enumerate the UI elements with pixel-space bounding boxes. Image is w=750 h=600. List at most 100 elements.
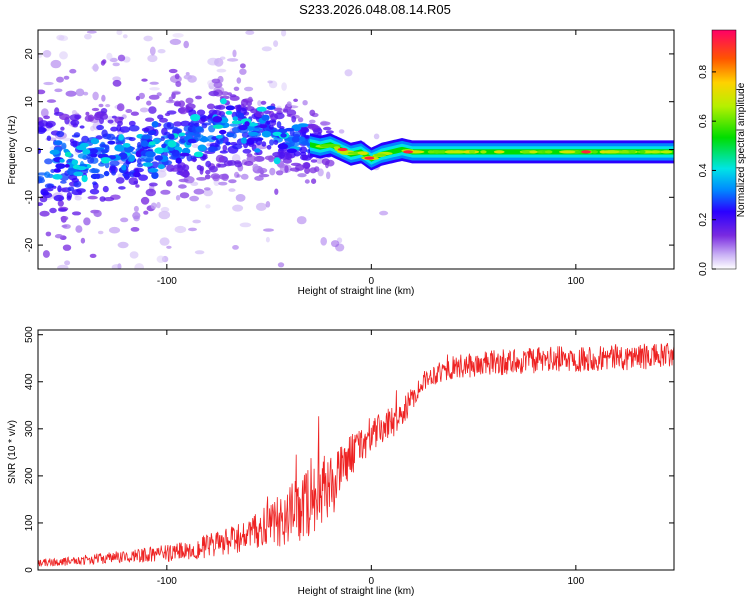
noise-blob [232, 49, 237, 58]
spectral-blob [87, 195, 98, 200]
y-tick-label: -20 [24, 237, 35, 252]
noise-blob [216, 68, 227, 73]
noise-blob [57, 264, 69, 269]
spectral-blob [43, 81, 54, 86]
spectral-blob [235, 194, 246, 202]
band-highlight [628, 150, 636, 154]
spectral-blob [170, 167, 182, 172]
colorbar-tick-label: 0.2 [698, 212, 709, 226]
spectral-blob [38, 202, 43, 206]
spectral-blob [206, 103, 215, 110]
spectral-blob [301, 154, 307, 161]
spectral-peak [81, 175, 88, 183]
noise-blob [111, 264, 122, 269]
spectral-peak [225, 141, 231, 146]
spectral-blob [266, 144, 272, 150]
y-tick-label: 0 [24, 567, 35, 573]
noise-blob [192, 219, 201, 224]
spectral-blob [216, 104, 226, 110]
colorbar-tick-label: 0.4 [698, 163, 709, 177]
spectral-peak [82, 148, 91, 155]
spectral-blob [93, 113, 102, 121]
band-highlight [660, 150, 673, 154]
spectral-peak [200, 136, 208, 143]
spectral-blob [38, 178, 45, 184]
spectral-blob [44, 171, 51, 178]
spectral-blob [215, 139, 220, 148]
spectral-blob [293, 98, 298, 103]
colorbar-tick-label: 0.0 [698, 262, 709, 276]
spectral-blob [302, 100, 308, 106]
band-highlight [450, 150, 467, 154]
figure-title: S233.2026.048.08.14.R05 [299, 2, 451, 17]
noise-blob [205, 204, 211, 209]
spectral-peak [226, 132, 235, 138]
noise-blob [157, 49, 166, 54]
spectral-peak [225, 110, 233, 115]
x-tick-label: 0 [369, 276, 375, 287]
spectral-blob [103, 197, 115, 202]
noise-blob [105, 104, 111, 108]
spectral-blob [189, 195, 200, 202]
spectral-blob [133, 167, 144, 173]
noise-blob [203, 188, 214, 197]
spectral-blob [236, 77, 242, 84]
spectral-blob [43, 115, 50, 120]
spectral-peak [266, 105, 276, 110]
spectral-blob [89, 253, 97, 258]
spectral-blob [304, 166, 311, 175]
spectral-blob [69, 68, 77, 74]
spectral-peak [259, 124, 268, 129]
spectral-blob [133, 205, 139, 213]
spectral-blob [237, 104, 242, 112]
spectral-blob [130, 227, 140, 232]
spectral-peak [90, 173, 99, 180]
spectral-blob [83, 91, 89, 96]
spectral-blob [168, 68, 178, 74]
noise-blob [169, 38, 182, 46]
spectral-peak [151, 121, 159, 128]
spectral-blob [218, 173, 229, 180]
spectral-blob [138, 174, 149, 181]
spectral-blob [195, 95, 202, 100]
spectral-blob [54, 234, 63, 239]
spectral-peak [129, 154, 136, 162]
spectral-blob [46, 99, 57, 103]
band-highlight [373, 153, 387, 157]
spectral-blob [182, 164, 190, 172]
spectral-blob [299, 126, 309, 133]
spectral-blob [208, 90, 219, 97]
band-highlight [319, 144, 333, 148]
spectral-blob [269, 139, 275, 146]
spectral-blob [140, 196, 150, 205]
noise-blob [267, 80, 273, 84]
noise-blob [91, 65, 100, 71]
noise-blob [373, 133, 380, 140]
noise-blob [129, 251, 139, 259]
spectral-peak [147, 130, 157, 136]
noise-blob [40, 108, 49, 118]
spectral-blob [70, 140, 81, 147]
spectral-blob [39, 210, 50, 217]
spectral-blob [72, 123, 79, 128]
noise-blob [296, 216, 307, 225]
noise-blob [116, 30, 123, 36]
frequency-band-layer-3 [310, 142, 674, 162]
y-tick-label: 200 [24, 467, 35, 484]
spectral-blob [77, 190, 83, 196]
noise-blob [331, 240, 340, 248]
spectral-peak [148, 141, 156, 146]
spectral-blob [156, 92, 162, 97]
spectral-peak [244, 121, 250, 127]
spectral-blob [260, 100, 267, 105]
y-tick-label: 300 [24, 420, 35, 437]
spectral-blob [143, 210, 149, 215]
spectral-blob [246, 155, 257, 163]
spectral-blob [109, 160, 120, 167]
spectral-blob [117, 54, 126, 62]
noise-blob [42, 50, 52, 58]
spectral-blob [308, 124, 319, 130]
spectral-peak [238, 124, 248, 131]
spectral-blob [74, 114, 82, 120]
